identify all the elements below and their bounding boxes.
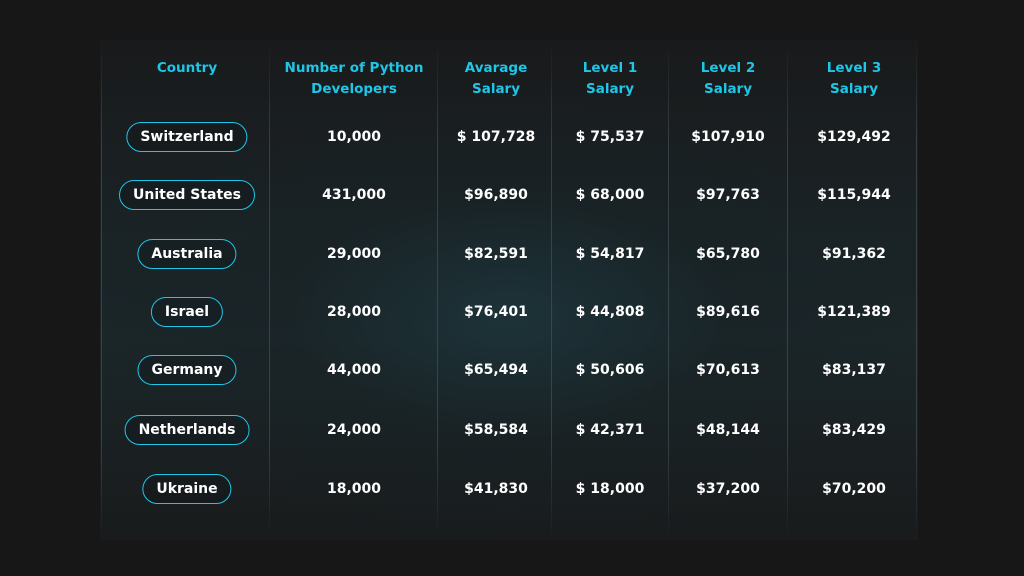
column-header-level3-salary: Level 3 Salary [826,60,882,97]
table-cell-level2-salary: $89,616 [696,304,760,320]
table-panel [100,40,918,540]
table-cell-average-salary: $58,584 [464,422,528,438]
table-cell-developers: 10,000 [326,129,382,145]
table-cell-level1-salary: $ 44,808 [575,304,645,320]
table-cell-average-salary: $82,591 [464,246,528,262]
column-divider [916,40,917,540]
table-cell-level2-salary: $70,613 [696,362,760,378]
table-cell-level1-salary: $ 75,537 [575,129,645,145]
table-cell-level1-salary: $ 50,606 [575,362,645,378]
table-cell-developers: 28,000 [326,304,382,320]
column-header-level2-salary: Level 2 Salary [700,60,756,97]
country-label: Germany [137,355,237,385]
column-divider [668,40,669,540]
table-cell-average-salary: $41,830 [464,481,528,497]
table-cell-developers: 24,000 [326,422,382,438]
table-cell-developers: 18,000 [326,481,382,497]
table-cell-average-salary: $96,890 [464,187,528,203]
table-cell-level1-salary: $ 54,817 [575,246,645,262]
country-label: Australia [137,239,237,269]
table-cell-level3-salary: $121,389 [817,304,891,320]
table-cell-level3-salary: $115,944 [817,187,891,203]
table-cell-level2-salary: $48,144 [696,422,760,438]
column-header-level1-salary: Level 1 Salary [582,60,638,97]
country-label: Netherlands [124,415,250,445]
table-cell-level3-salary: $70,200 [822,481,886,497]
country-label: Israel [150,297,224,327]
column-header-country: Country [156,60,218,76]
column-divider [437,40,438,540]
column-header-average-salary: Avarage Salary [464,60,528,97]
table-cell-level1-salary: $ 18,000 [575,481,645,497]
country-label: Ukraine [142,474,232,504]
table-cell-level3-salary: $83,429 [822,422,886,438]
table-cell-average-salary: $76,401 [464,304,528,320]
table-cell-level2-salary: $65,780 [696,246,760,262]
country-label: United States [119,180,255,210]
table-cell-level3-salary: $129,492 [817,129,891,145]
table-cell-developers: 431,000 [322,187,386,203]
table-cell-developers: 44,000 [326,362,382,378]
table-cell-level1-salary: $ 42,371 [575,422,645,438]
table-cell-average-salary: $65,494 [464,362,528,378]
column-divider [269,40,270,540]
column-divider [101,40,102,540]
table-cell-developers: 29,000 [326,246,382,262]
table-cell-level1-salary: $ 68,000 [575,187,645,203]
table-cell-level2-salary: $97,763 [696,187,760,203]
table-cell-level2-salary: $37,200 [696,481,760,497]
column-divider [787,40,788,540]
table-cell-level3-salary: $91,362 [822,246,886,262]
column-header-developers: Number of Python Developers [284,60,424,97]
country-label: Switzerland [126,122,248,152]
table-cell-level3-salary: $83,137 [822,362,886,378]
column-divider [551,40,552,540]
table-cell-average-salary: $ 107,728 [456,129,536,145]
table-cell-level2-salary: $107,910 [691,129,765,145]
